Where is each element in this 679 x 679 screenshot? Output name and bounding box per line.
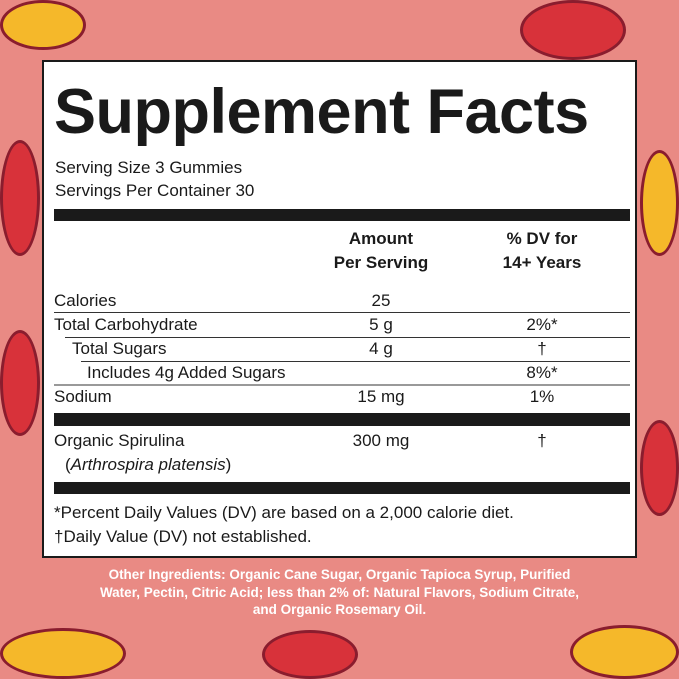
panel-title: Supplement Facts <box>54 77 589 147</box>
row-amount-carbohydrate: 5 g <box>369 315 393 334</box>
row-name-carbohydrate: Total Carbohydrate <box>54 315 198 334</box>
dv-header-line2: 14+ Years <box>502 253 582 272</box>
row-dv-total-sugars: † <box>537 339 547 358</box>
latin-name: Arthrospira platensis <box>70 455 226 474</box>
row-divider <box>81 361 630 362</box>
other-ingredients-line: and Organic Rosemary Oil. <box>252 602 427 617</box>
row-dv-spirulina: † <box>537 431 547 450</box>
lemon-illustration <box>0 0 86 50</box>
strawberry-illustration <box>0 140 40 256</box>
row-subname-spirulina: (Arthrospira platensis) <box>65 455 232 474</box>
strawberry-illustration <box>0 330 40 436</box>
strawberry-illustration <box>520 0 626 60</box>
lemon-illustration <box>570 625 679 679</box>
dv-header-line1: % DV for <box>506 229 578 248</box>
thick-divider <box>54 482 630 494</box>
row-dv-added-sugars: 8%* <box>526 363 558 382</box>
supplement-facts-panel: Supplement Facts Serving Size 3 Gummies … <box>42 60 637 558</box>
strawberry-illustration <box>262 630 358 679</box>
thick-divider <box>54 413 630 426</box>
row-amount-spirulina: 300 mg <box>352 431 410 450</box>
row-amount-sodium: 15 mg <box>357 387 405 406</box>
row-name-added-sugars: Includes 4g Added Sugars <box>87 363 286 382</box>
servings-per-container: Servings Per Container 30 <box>55 181 255 200</box>
row-amount-calories: 25 <box>371 291 391 310</box>
thick-divider <box>54 209 630 221</box>
row-name-spirulina: Organic Spirulina <box>54 431 185 450</box>
row-divider <box>65 337 630 338</box>
amount-header-line1: Amount <box>348 229 414 248</box>
row-name-total-sugars: Total Sugars <box>72 339 167 358</box>
row-name-sodium: Sodium <box>54 387 112 406</box>
row-dv-carbohydrate: 2%* <box>526 315 558 334</box>
row-name-calories: Calories <box>54 291 117 310</box>
other-ingredients: Other Ingredients: Organic Cane Sugar, O… <box>40 566 639 619</box>
row-divider <box>54 384 630 386</box>
row-dv-sodium: 1% <box>529 387 555 406</box>
other-ingredients-line: Other Ingredients: Organic Cane Sugar, O… <box>108 567 571 582</box>
strawberry-illustration <box>640 420 679 516</box>
row-divider <box>54 312 630 313</box>
lemon-illustration <box>640 150 679 256</box>
footnote-dv: *Percent Daily Values (DV) are based on … <box>54 503 514 522</box>
row-amount-total-sugars: 4 g <box>369 339 393 358</box>
footnote-dagger: †Daily Value (DV) not established. <box>54 527 312 546</box>
other-ingredients-line: Water, Pectin, Citric Acid; less than 2%… <box>99 584 580 600</box>
serving-size: Serving Size 3 Gummies <box>55 158 243 177</box>
amount-header-line2: Per Serving <box>333 253 429 272</box>
lemon-illustration <box>0 628 126 679</box>
